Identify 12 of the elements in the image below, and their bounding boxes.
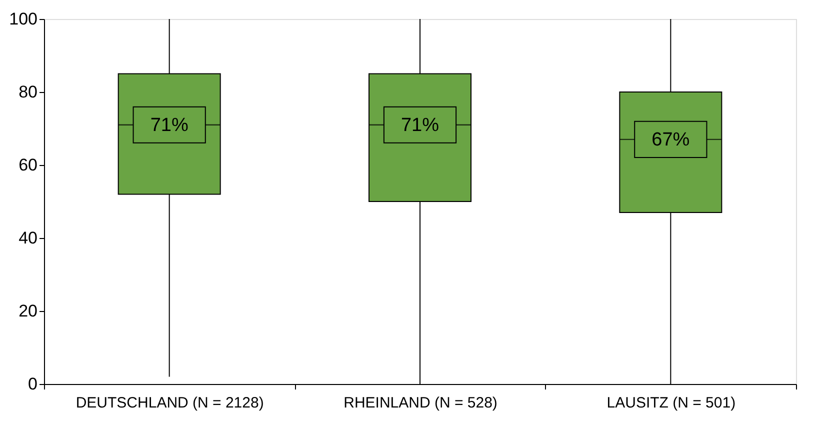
- x-tick-label: DEUTSCHLAND (N = 2128): [76, 394, 264, 412]
- y-tick-label: 40: [18, 228, 38, 248]
- x-tick-label: RHEINLAND (N = 528): [344, 394, 498, 412]
- y-tick-label: 60: [18, 156, 38, 174]
- text: 67%: [652, 129, 690, 150]
- text: 71%: [150, 114, 188, 136]
- y-tick-label: 100: [9, 10, 38, 28]
- y-tick-label: 80: [18, 82, 38, 102]
- text: 71%: [400, 114, 440, 136]
- y-tick-label: 0: [28, 374, 38, 394]
- y-tick-label: 20: [18, 302, 38, 320]
- x-tick-label: LAUSITZ (N = 501): [606, 394, 736, 412]
